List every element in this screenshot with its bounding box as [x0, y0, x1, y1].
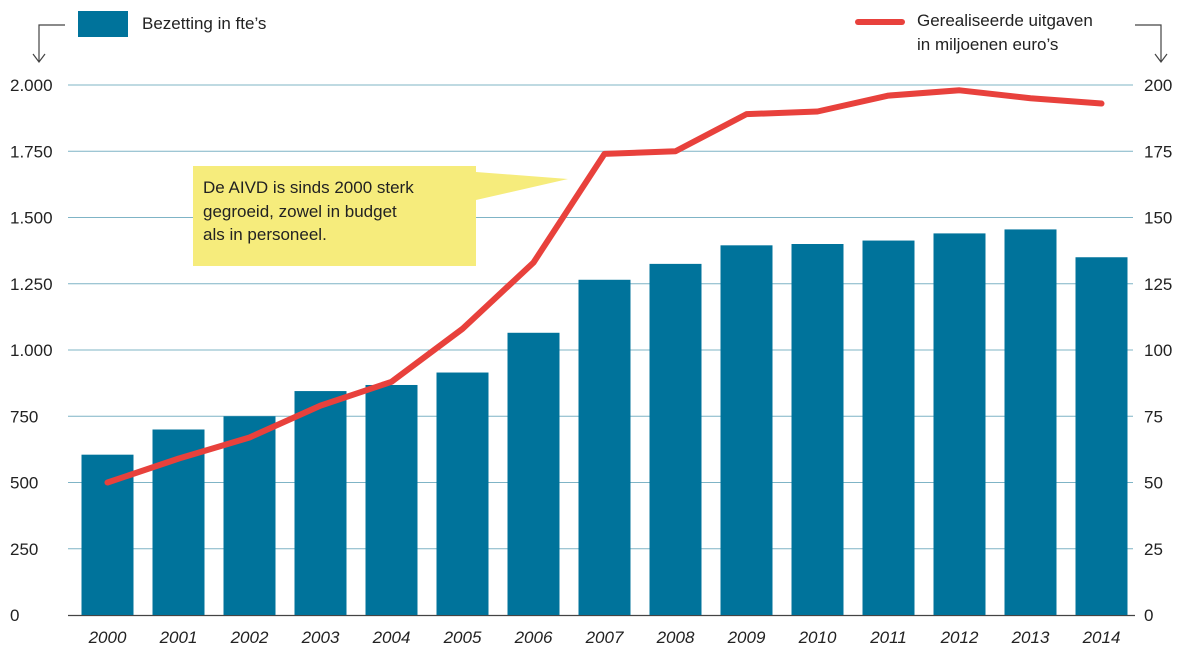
- y-left-tick-label: 500: [10, 474, 38, 493]
- callout-line-2: gegroeid, zowel in budget: [203, 201, 397, 221]
- bar: [436, 372, 489, 615]
- x-tick-label: 2014: [1082, 628, 1121, 647]
- x-tick-label: 2005: [443, 628, 482, 647]
- y-left-tick-label: 250: [10, 540, 38, 559]
- bar: [791, 244, 844, 615]
- x-tick-label: 2004: [372, 628, 411, 647]
- legend-bars: Bezetting in fte’s: [78, 11, 266, 37]
- x-tick-label: 2011: [869, 628, 907, 647]
- callout-line-3: als in personeel.: [203, 225, 327, 244]
- bar: [223, 416, 276, 615]
- legend-line: Gerealiseerde uitgaven in miljoenen euro…: [855, 9, 1093, 57]
- x-tick-label: 2010: [798, 628, 837, 647]
- y-right-tick-label: 75: [1144, 407, 1163, 426]
- y-right-tick-label: 100: [1144, 341, 1172, 360]
- y-right-tick-label: 125: [1144, 275, 1172, 294]
- left-axis-arrow-icon: [32, 24, 65, 63]
- x-tick-label: 2000: [88, 628, 127, 647]
- y-left-tick-label: 750: [10, 407, 38, 426]
- legend-line-label-2: in miljoenen euro’s: [917, 35, 1059, 54]
- bar: [862, 240, 915, 615]
- y-left-tick-label: 2.000: [10, 76, 53, 95]
- annotation-callout: De AIVD is sinds 2000 sterk gegroeid, zo…: [193, 166, 568, 266]
- bar: [649, 263, 702, 615]
- y-right-tick-label: 25: [1144, 540, 1163, 559]
- legend-bar-swatch: [78, 11, 128, 37]
- callout-text: De AIVD is sinds 2000 sterk gegroeid, zo…: [203, 176, 473, 247]
- bar: [365, 384, 418, 615]
- bar: [933, 233, 986, 615]
- y-right-tick-label: 0: [1144, 606, 1153, 625]
- callout-line-1: De AIVD is sinds 2000 sterk: [203, 178, 414, 197]
- y-right-tick-label: 200: [1144, 76, 1172, 95]
- y-right-tick-label: 50: [1144, 474, 1163, 493]
- legend-line-swatch: [855, 19, 905, 25]
- y-left-tick-label: 1.250: [10, 275, 53, 294]
- x-tick-label: 2006: [514, 628, 553, 647]
- callout-box: [193, 166, 568, 266]
- y-left-tick-label: 1.500: [10, 209, 53, 228]
- legend-line-label: Gerealiseerde uitgaven in miljoenen euro…: [917, 9, 1093, 57]
- x-tick-label: 2001: [159, 628, 198, 647]
- bar: [720, 245, 773, 615]
- y-right-tick-label: 150: [1144, 209, 1172, 228]
- bar: [294, 391, 347, 615]
- legend-bars-label: Bezetting in fte’s: [142, 14, 267, 33]
- bar: [1075, 257, 1128, 615]
- x-tick-label: 2003: [301, 628, 340, 647]
- y-right-tick-label: 175: [1144, 142, 1172, 161]
- y-left-tick-label: 0: [10, 606, 19, 625]
- x-tick-label: 2007: [585, 628, 624, 647]
- bar: [1004, 229, 1057, 616]
- right-axis-arrow-icon: [1135, 24, 1168, 63]
- x-tick-label: 2013: [1011, 628, 1050, 647]
- x-tick-label: 2012: [940, 628, 979, 647]
- legend-line-label-1: Gerealiseerde uitgaven: [917, 11, 1093, 30]
- x-tick-label: 2008: [656, 628, 695, 647]
- bar: [578, 279, 631, 615]
- y-left-tick-label: 1.000: [10, 341, 53, 360]
- x-tick-label: 2009: [727, 628, 766, 647]
- x-tick-label: 2002: [230, 628, 269, 647]
- y-left-tick-label: 1.750: [10, 142, 53, 161]
- bar: [507, 332, 560, 615]
